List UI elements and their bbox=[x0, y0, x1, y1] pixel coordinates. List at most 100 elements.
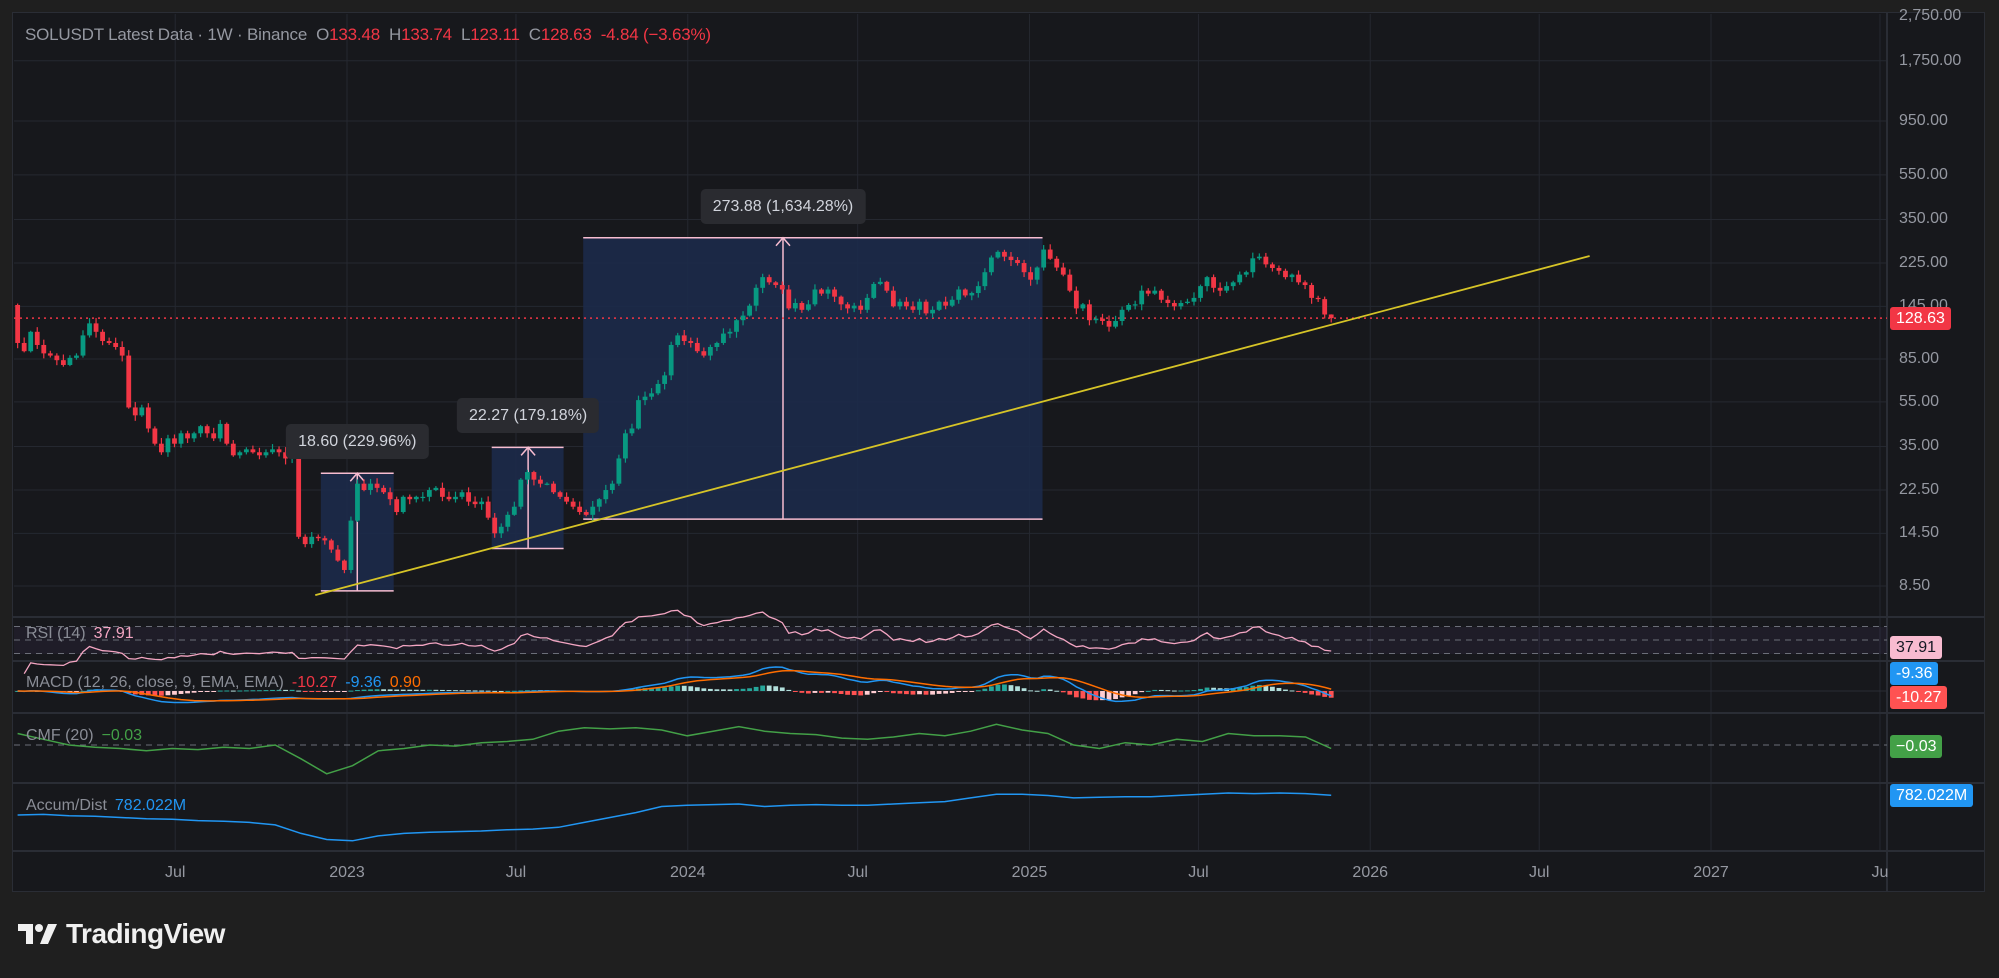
interval[interactable]: 1W bbox=[207, 25, 233, 44]
candle-body bbox=[1237, 274, 1243, 283]
trendline-layer[interactable] bbox=[315, 255, 1590, 596]
macd-histogram-bar bbox=[1073, 691, 1079, 698]
macd-histogram-bar bbox=[845, 691, 851, 695]
candle-body bbox=[1145, 290, 1151, 294]
candle-body bbox=[446, 496, 452, 500]
candle-body bbox=[270, 449, 275, 453]
candle-body bbox=[851, 305, 857, 309]
candle-body bbox=[975, 286, 981, 294]
macd-histogram-bar bbox=[165, 691, 171, 696]
candle-body bbox=[1119, 309, 1125, 321]
macd-histogram-bar bbox=[910, 691, 916, 695]
macd-histogram-bar bbox=[1080, 691, 1086, 699]
accum-dist-line bbox=[17, 792, 1332, 842]
candle-body bbox=[348, 520, 354, 570]
candle-body bbox=[185, 433, 190, 439]
price-tick-label: 8.50 bbox=[1899, 577, 1931, 594]
candle-body bbox=[315, 536, 321, 539]
macd-histogram-bar bbox=[812, 691, 818, 693]
macd-histogram-bar bbox=[361, 689, 367, 691]
candle-body bbox=[668, 344, 674, 376]
macd-histogram-bar bbox=[145, 691, 151, 696]
macd-histogram-bar bbox=[1087, 691, 1092, 700]
candle-body bbox=[819, 289, 824, 294]
candle-body bbox=[257, 452, 262, 456]
macd-histogram-bar bbox=[936, 691, 942, 694]
macd-value-2: -9.36 bbox=[345, 674, 382, 691]
macd-histogram-bar bbox=[335, 691, 341, 692]
macd-histogram-bar bbox=[1132, 691, 1138, 695]
candle-body bbox=[832, 289, 837, 297]
candle-body bbox=[1302, 282, 1308, 286]
candle-body bbox=[505, 514, 511, 527]
candle-body bbox=[440, 487, 445, 497]
candle-body bbox=[1185, 301, 1190, 304]
macd-histogram-bar bbox=[204, 691, 210, 692]
macd-histogram-bar bbox=[270, 689, 275, 691]
candle-body bbox=[159, 443, 164, 453]
candle-body bbox=[1008, 256, 1014, 261]
candle-body bbox=[583, 512, 589, 515]
candle-body bbox=[616, 458, 622, 484]
low-label: L bbox=[460, 25, 471, 44]
candle-body bbox=[1093, 318, 1099, 321]
cmf-value: −0.03 bbox=[101, 727, 143, 744]
macd-histogram-bar bbox=[348, 690, 354, 692]
symbol[interactable]: SOLUSDT bbox=[25, 25, 104, 44]
candle-body bbox=[1263, 256, 1269, 265]
candle-body bbox=[466, 492, 471, 502]
candle-body bbox=[1198, 286, 1203, 298]
tradingview-logo[interactable]: TradingView bbox=[18, 918, 225, 950]
candle-body bbox=[87, 323, 92, 336]
high-label: H bbox=[389, 25, 402, 44]
candle-body bbox=[681, 335, 687, 342]
candle-body bbox=[80, 335, 86, 356]
candle-body bbox=[1139, 290, 1145, 305]
candle-body bbox=[407, 496, 413, 500]
macd-histogram-bar bbox=[760, 685, 766, 691]
candle-body bbox=[1080, 304, 1086, 309]
macd-histogram-bar bbox=[217, 690, 223, 692]
macd-histogram-bar bbox=[851, 691, 857, 696]
macd-histogram-bar bbox=[315, 691, 321, 692]
candle-body bbox=[113, 342, 119, 348]
macd-histogram-bar bbox=[309, 691, 315, 692]
candle-body bbox=[642, 396, 648, 401]
price-tick-label: 350.00 bbox=[1899, 210, 1948, 228]
macd-histogram-bar bbox=[1047, 689, 1053, 691]
measure-label: 273.88 (1,634.28%) bbox=[700, 188, 866, 224]
time-tick-label: Jul bbox=[1188, 864, 1209, 881]
macd-histogram-bar bbox=[191, 691, 197, 693]
macd-histogram-bar bbox=[988, 686, 994, 691]
separator: · bbox=[197, 25, 203, 44]
measure-drawings[interactable] bbox=[320, 236, 1043, 592]
candle-body bbox=[328, 540, 334, 550]
candle-body bbox=[224, 423, 230, 444]
macd-histogram-bar bbox=[511, 690, 517, 692]
macd-legend: MACD (12, 26, close, 9, EMA, EMA) -10.27-… bbox=[26, 674, 421, 692]
candle-body bbox=[943, 301, 949, 306]
candle-body bbox=[1270, 264, 1275, 268]
candle-body bbox=[812, 289, 818, 305]
candle-body bbox=[309, 536, 315, 545]
macd-histogram-bar bbox=[1067, 691, 1073, 695]
macd-histogram-bar bbox=[426, 689, 432, 691]
candle-body bbox=[420, 496, 426, 499]
ad-label: Accum/Dist bbox=[26, 797, 107, 814]
candle-body bbox=[237, 452, 243, 456]
candle-body bbox=[877, 281, 883, 284]
candle-body bbox=[982, 272, 988, 287]
candle-body bbox=[623, 433, 628, 459]
candle-body bbox=[557, 492, 563, 497]
macd-histogram-bar bbox=[714, 689, 720, 691]
candle-body bbox=[485, 501, 491, 518]
macd-histogram-bar bbox=[237, 690, 243, 692]
macd-histogram-bar bbox=[1002, 684, 1007, 691]
candle-body bbox=[374, 483, 380, 488]
candle-body bbox=[864, 297, 870, 310]
candle-body bbox=[897, 301, 903, 307]
candle-body bbox=[721, 333, 726, 343]
candle-body bbox=[217, 423, 223, 439]
macd-histogram-bar bbox=[832, 691, 837, 694]
